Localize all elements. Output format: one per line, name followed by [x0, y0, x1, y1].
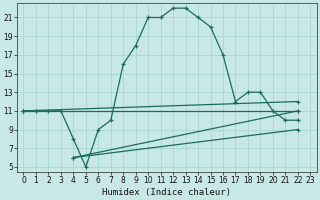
X-axis label: Humidex (Indice chaleur): Humidex (Indice chaleur)	[102, 188, 231, 197]
